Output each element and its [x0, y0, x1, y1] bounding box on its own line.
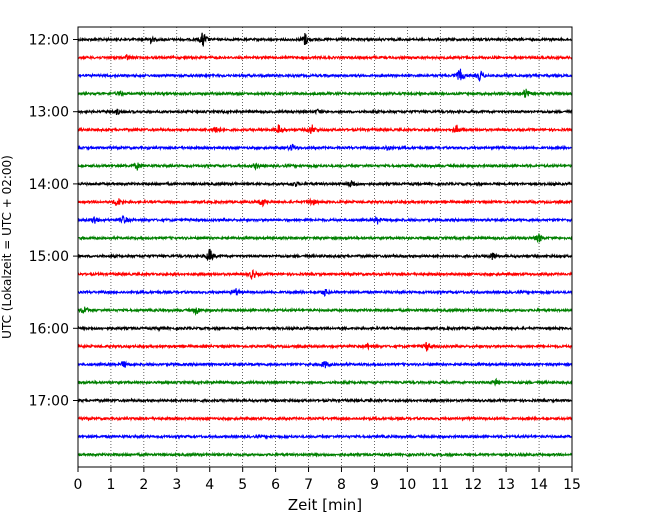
y-tick-label-12:00: 12:00	[29, 33, 69, 49]
trace-1230	[77, 68, 573, 83]
y-tick-label-14:00: 14:00	[29, 177, 69, 193]
x-tick-label-2: 2	[139, 477, 148, 493]
y-axis: 12:00 13:00 14:00 15:00 16:00 17:00	[29, 33, 78, 410]
trace-1300	[77, 108, 573, 116]
trace-1330	[77, 143, 573, 152]
trace-1630	[77, 360, 573, 369]
trace-1430	[77, 214, 573, 225]
x-axis: 0 1 2 3 4 5 6 7 8 9 10 11 12 13 14 15	[74, 467, 581, 493]
x-tick-label-0: 0	[74, 477, 83, 493]
trace-1615	[77, 341, 573, 352]
x-tick-label-6: 6	[271, 477, 280, 493]
trace-1645	[77, 377, 573, 387]
trace-1315	[77, 124, 573, 134]
y-tick-label-16:00: 16:00	[29, 321, 69, 337]
x-tick-label-15: 15	[563, 477, 581, 493]
x-tick-label-4: 4	[205, 477, 214, 493]
trace-1730	[77, 433, 573, 440]
y-tick-label-15:00: 15:00	[29, 249, 69, 265]
x-tick-label-8: 8	[337, 477, 346, 493]
x-tick-label-3: 3	[172, 477, 181, 493]
trace-1445	[77, 233, 573, 244]
x-tick-label-5: 5	[238, 477, 247, 493]
trace-1600	[77, 325, 573, 333]
y-tick-label-13:00: 13:00	[29, 105, 69, 121]
trace-1415	[77, 197, 573, 208]
plot-frame	[77, 26, 573, 468]
trace-1345	[77, 162, 573, 171]
trace-1530	[77, 288, 573, 297]
trace-1215	[77, 53, 573, 61]
x-tick-label-13: 13	[497, 477, 515, 493]
grid-lines	[110, 27, 540, 467]
x-tick-label-12: 12	[464, 477, 482, 493]
trace-1515	[77, 269, 573, 281]
trace-1700	[77, 397, 573, 404]
x-tick-label-10: 10	[398, 477, 416, 493]
x-tick-label-14: 14	[530, 477, 548, 493]
traces	[77, 32, 573, 458]
x-tick-label-11: 11	[431, 477, 449, 493]
x-tick-label-9: 9	[370, 477, 379, 493]
x-axis-label: Zeit [min]	[288, 496, 362, 514]
trace-1200	[77, 32, 573, 47]
trace-1715	[77, 415, 573, 422]
trace-1400	[77, 180, 573, 188]
y-tick-label-17:00: 17:00	[29, 394, 69, 410]
y-axis-label: UTC (Lokalzeit = UTC + 02:00)	[0, 155, 14, 339]
trace-1545	[77, 306, 573, 316]
trace-1745	[77, 451, 573, 458]
trace-1245	[77, 88, 573, 98]
x-tick-label-1: 1	[106, 477, 115, 493]
x-tick-label-7: 7	[304, 477, 313, 493]
trace-1500	[77, 248, 573, 262]
